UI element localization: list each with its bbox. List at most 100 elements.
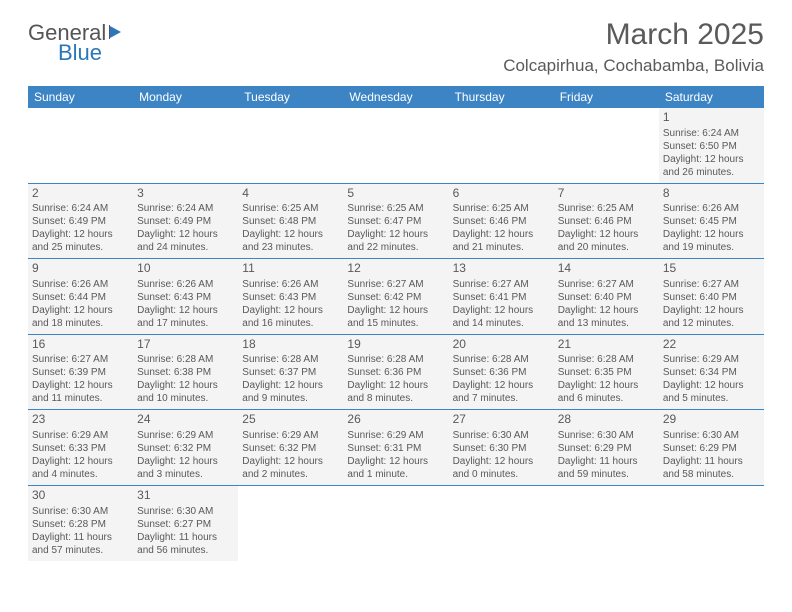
daylight-text: Daylight: 12 hours and 15 minutes. xyxy=(347,304,444,330)
day-number: 14 xyxy=(558,261,655,277)
day-number: 16 xyxy=(32,337,129,353)
day-number: 26 xyxy=(347,412,444,428)
sunrise-text: Sunrise: 6:29 AM xyxy=(663,353,760,366)
sunrise-text: Sunrise: 6:25 AM xyxy=(558,202,655,215)
day-cell: 19Sunrise: 6:28 AMSunset: 6:36 PMDayligh… xyxy=(343,334,448,410)
daylight-text: Daylight: 12 hours and 14 minutes. xyxy=(453,304,550,330)
day-number: 31 xyxy=(137,488,234,504)
sunset-text: Sunset: 6:47 PM xyxy=(347,215,444,228)
sunset-text: Sunset: 6:43 PM xyxy=(137,291,234,304)
day-cell xyxy=(343,108,448,183)
sunrise-text: Sunrise: 6:29 AM xyxy=(242,429,339,442)
day-cell: 8Sunrise: 6:26 AMSunset: 6:45 PMDaylight… xyxy=(659,183,764,259)
day-number: 8 xyxy=(663,186,760,202)
sunset-text: Sunset: 6:43 PM xyxy=(242,291,339,304)
sunrise-text: Sunrise: 6:30 AM xyxy=(558,429,655,442)
daylight-text: Daylight: 12 hours and 0 minutes. xyxy=(453,455,550,481)
sunrise-text: Sunrise: 6:24 AM xyxy=(32,202,129,215)
day-cell xyxy=(238,108,343,183)
day-header-row: SundayMondayTuesdayWednesdayThursdayFrid… xyxy=(28,86,764,108)
day-cell: 18Sunrise: 6:28 AMSunset: 6:37 PMDayligh… xyxy=(238,334,343,410)
day-number: 28 xyxy=(558,412,655,428)
week-row: 9 Sunrise: 6:26 AM Sunset: 6:44 PM Daylight… xyxy=(28,259,764,335)
day-cell: 15Sunrise: 6:27 AMSunset: 6:40 PMDayligh… xyxy=(659,259,764,335)
sunrise-text: Sunrise: 6:28 AM xyxy=(137,353,234,366)
day-cell: 4Sunrise: 6:25 AMSunset: 6:48 PMDaylight… xyxy=(238,183,343,259)
day-cell xyxy=(343,485,448,560)
sunrise-text: Sunrise: 6:28 AM xyxy=(242,353,339,366)
day-number: 20 xyxy=(453,337,550,353)
daylight-text: Daylight: 12 hours and 12 minutes. xyxy=(663,304,760,330)
daylight-text: Daylight: 11 hours and 57 minutes. xyxy=(32,531,129,557)
sunset-text: Sunset: 6:40 PM xyxy=(663,291,760,304)
daylight-text: Daylight: 12 hours and 26 minutes. xyxy=(663,153,760,179)
day-cell xyxy=(238,485,343,560)
day-cell xyxy=(133,108,238,183)
daylight-text: Daylight: 12 hours and 6 minutes. xyxy=(558,379,655,405)
sunset-text: Sunset: 6:46 PM xyxy=(558,215,655,228)
week-row: 16Sunrise: 6:27 AMSunset: 6:39 PMDayligh… xyxy=(28,334,764,410)
day-cell: 23Sunrise: 6:29 AMSunset: 6:33 PMDayligh… xyxy=(28,410,133,486)
sunrise-text: Sunrise: 6:28 AM xyxy=(347,353,444,366)
day-cell: 1Sunrise: 6:24 AMSunset: 6:50 PMDaylight… xyxy=(659,108,764,183)
day-number: 9 xyxy=(32,261,129,277)
day-cell xyxy=(659,485,764,560)
sunset-text: Sunset: 6:33 PM xyxy=(32,442,129,455)
daylight-text: Daylight: 12 hours and 25 minutes. xyxy=(32,228,129,254)
day-cell: 17Sunrise: 6:28 AMSunset: 6:38 PMDayligh… xyxy=(133,334,238,410)
sunset-text: Sunset: 6:46 PM xyxy=(453,215,550,228)
daylight-text: Daylight: 12 hours and 3 minutes. xyxy=(137,455,234,481)
day-cell xyxy=(449,108,554,183)
day-number: 13 xyxy=(453,261,550,277)
day-cell: 12Sunrise: 6:27 AMSunset: 6:42 PMDayligh… xyxy=(343,259,448,335)
day-number: 29 xyxy=(663,412,760,428)
day-number: 11 xyxy=(242,261,339,277)
daylight-text: Daylight: 12 hours and 9 minutes. xyxy=(242,379,339,405)
logo: GeneralBlue xyxy=(28,20,128,66)
day-header: Monday xyxy=(133,86,238,108)
sunset-text: Sunset: 6:44 PM xyxy=(32,291,129,304)
daylight-text: Daylight: 12 hours and 24 minutes. xyxy=(137,228,234,254)
day-cell: 3Sunrise: 6:24 AMSunset: 6:49 PMDaylight… xyxy=(133,183,238,259)
sunrise-text: Sunrise: 6:29 AM xyxy=(32,429,129,442)
sunrise-text: Sunrise: 6:26 AM xyxy=(137,278,234,291)
daylight-text: Daylight: 12 hours and 21 minutes. xyxy=(453,228,550,254)
day-number: 6 xyxy=(453,186,550,202)
daylight-text: Daylight: 12 hours and 19 minutes. xyxy=(663,228,760,254)
sunrise-text: Sunrise: 6:29 AM xyxy=(137,429,234,442)
sunset-text: Sunset: 6:30 PM xyxy=(453,442,550,455)
day-number: 21 xyxy=(558,337,655,353)
sunset-text: Sunset: 6:50 PM xyxy=(663,140,760,153)
day-cell: 24Sunrise: 6:29 AMSunset: 6:32 PMDayligh… xyxy=(133,410,238,486)
header: GeneralBlue March 2025 Colcapirhua, Coch… xyxy=(28,18,764,76)
day-number: 27 xyxy=(453,412,550,428)
sunrise-text: Sunrise: 6:27 AM xyxy=(558,278,655,291)
sunset-text: Sunset: 6:36 PM xyxy=(347,366,444,379)
daylight-text: Daylight: 12 hours and 17 minutes. xyxy=(137,304,234,330)
week-row: 30Sunrise: 6:30 AMSunset: 6:28 PMDayligh… xyxy=(28,485,764,560)
sunrise-text: Sunrise: 6:28 AM xyxy=(558,353,655,366)
daylight-text: Daylight: 11 hours and 56 minutes. xyxy=(137,531,234,557)
sunset-text: Sunset: 6:32 PM xyxy=(137,442,234,455)
sunrise-text: Sunrise: 6:27 AM xyxy=(663,278,760,291)
daylight-text: Daylight: 12 hours and 16 minutes. xyxy=(242,304,339,330)
day-cell: 26Sunrise: 6:29 AMSunset: 6:31 PMDayligh… xyxy=(343,410,448,486)
day-cell: 29Sunrise: 6:30 AMSunset: 6:29 PMDayligh… xyxy=(659,410,764,486)
sunrise-text: Sunrise: 6:24 AM xyxy=(137,202,234,215)
day-cell: 5Sunrise: 6:25 AMSunset: 6:47 PMDaylight… xyxy=(343,183,448,259)
sunrise-text: Sunrise: 6:30 AM xyxy=(663,429,760,442)
day-number: 22 xyxy=(663,337,760,353)
sunset-text: Sunset: 6:36 PM xyxy=(453,366,550,379)
daylight-text: Daylight: 12 hours and 8 minutes. xyxy=(347,379,444,405)
day-header: Tuesday xyxy=(238,86,343,108)
sunset-text: Sunset: 6:37 PM xyxy=(242,366,339,379)
daylight-text: Daylight: 12 hours and 2 minutes. xyxy=(242,455,339,481)
day-number: 12 xyxy=(347,261,444,277)
day-number: 10 xyxy=(137,261,234,277)
day-cell xyxy=(554,485,659,560)
sunset-text: Sunset: 6:41 PM xyxy=(453,291,550,304)
sunset-text: Sunset: 6:39 PM xyxy=(32,366,129,379)
day-cell: 30Sunrise: 6:30 AMSunset: 6:28 PMDayligh… xyxy=(28,485,133,560)
sunset-text: Sunset: 6:38 PM xyxy=(137,366,234,379)
sunset-text: Sunset: 6:45 PM xyxy=(663,215,760,228)
